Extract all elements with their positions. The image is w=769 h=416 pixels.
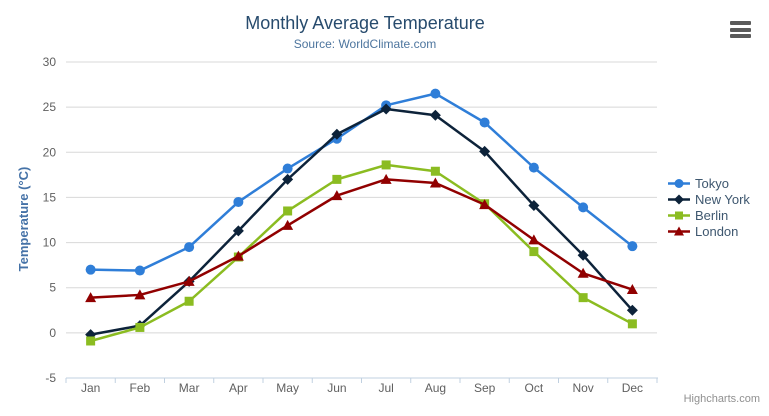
legend-marker-new-york xyxy=(674,195,684,205)
x-axis-tick-label: Feb xyxy=(130,381,151,395)
legend-label: Berlin xyxy=(695,209,728,222)
credits-link[interactable]: Highcharts.com xyxy=(684,393,760,405)
y-axis-tick-label: 25 xyxy=(43,100,57,114)
triangle-marker-icon xyxy=(668,225,690,238)
x-axis-tick-label: Jan xyxy=(81,381,100,395)
point-tokyo-apr[interactable] xyxy=(233,197,243,207)
point-berlin-nov[interactable] xyxy=(579,293,588,302)
y-axis-tick-label: -5 xyxy=(45,371,56,385)
x-axis-tick-label: Dec xyxy=(622,381,643,395)
point-berlin-feb[interactable] xyxy=(135,323,144,332)
legend-item-london[interactable]: London xyxy=(668,225,750,238)
point-tokyo-dec[interactable] xyxy=(627,241,637,251)
y-axis-tick-label: 0 xyxy=(49,326,56,340)
point-berlin-oct[interactable] xyxy=(529,247,538,256)
series-line-new-york xyxy=(91,109,633,335)
y-axis-tick-label: 5 xyxy=(49,281,56,295)
series-tokyo xyxy=(86,89,638,276)
point-tokyo-sep[interactable] xyxy=(480,117,490,127)
x-axis-tick-label: Jul xyxy=(378,381,393,395)
x-axis-tick-label: Apr xyxy=(229,381,248,395)
point-tokyo-nov[interactable] xyxy=(578,202,588,212)
series-line-tokyo xyxy=(91,94,633,271)
legend-label: London xyxy=(695,225,738,238)
point-berlin-may[interactable] xyxy=(283,206,292,215)
square-marker-icon xyxy=(668,209,690,222)
y-axis-tick-label: 15 xyxy=(43,190,57,204)
chart-container: Monthly Average Temperature Source: Worl… xyxy=(0,0,769,416)
point-berlin-jul[interactable] xyxy=(382,160,391,169)
series-london xyxy=(85,174,638,302)
legend-label: Tokyo xyxy=(695,177,729,190)
y-axis-tick-label: 30 xyxy=(43,55,57,69)
x-axis-tick-label: Oct xyxy=(525,381,544,395)
legend-item-berlin[interactable]: Berlin xyxy=(668,209,750,222)
point-berlin-aug[interactable] xyxy=(431,167,440,176)
point-tokyo-aug[interactable] xyxy=(430,89,440,99)
y-axis-tick-label: 20 xyxy=(43,145,57,159)
point-tokyo-feb[interactable] xyxy=(135,266,145,276)
point-london-may[interactable] xyxy=(282,220,293,230)
point-berlin-jun[interactable] xyxy=(332,175,341,184)
legend-marker-berlin xyxy=(675,212,683,220)
circle-marker-icon xyxy=(668,177,690,190)
point-berlin-jan[interactable] xyxy=(86,336,95,345)
x-axis-tick-label: Jun xyxy=(327,381,346,395)
legend-marker-tokyo xyxy=(675,179,684,188)
x-axis-tick-label: May xyxy=(276,381,299,395)
x-axis-tick-label: Mar xyxy=(179,381,200,395)
x-axis-tick-label: Sep xyxy=(474,381,496,395)
x-axis-tick-label: Nov xyxy=(572,381,593,395)
point-berlin-mar[interactable] xyxy=(185,297,194,306)
point-tokyo-may[interactable] xyxy=(283,164,293,174)
point-tokyo-jan[interactable] xyxy=(86,265,96,275)
chart-svg: -5 0 5 10 15 20 25 30 Jan Feb Mar Apr May Jun Jul Aug Se… xyxy=(0,0,769,416)
legend-item-tokyo[interactable]: Tokyo xyxy=(668,177,750,190)
series-new-york xyxy=(85,103,638,340)
point-tokyo-mar[interactable] xyxy=(184,242,194,252)
point-berlin-dec[interactable] xyxy=(628,319,637,328)
diamond-marker-icon xyxy=(668,193,690,206)
point-tokyo-oct[interactable] xyxy=(529,163,539,173)
x-axis-tick-label: Aug xyxy=(425,381,446,395)
legend: Tokyo New York Berlin London xyxy=(668,177,750,238)
legend-item-new-york[interactable]: New York xyxy=(668,193,750,206)
legend-label: New York xyxy=(695,193,750,206)
y-axis-tick-label: 10 xyxy=(43,236,57,250)
